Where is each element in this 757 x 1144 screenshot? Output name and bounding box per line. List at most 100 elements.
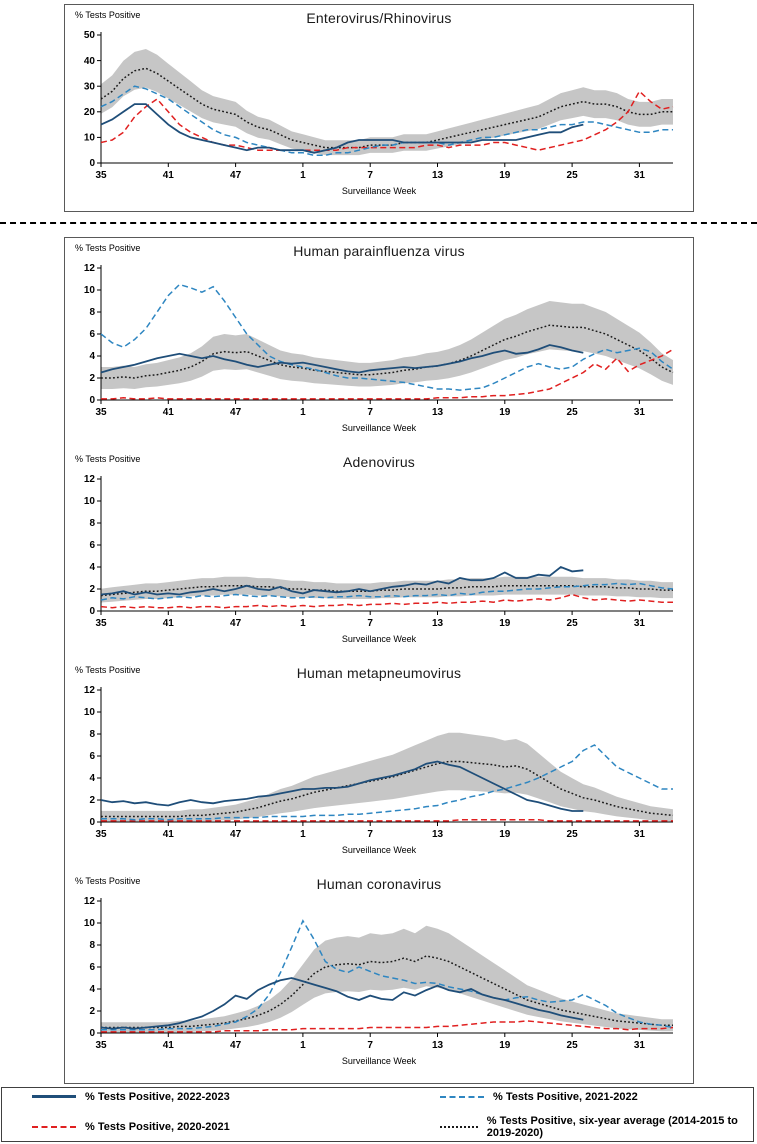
- legend-label: % Tests Positive, six-year average (2014…: [486, 1114, 738, 1139]
- svg-text:0: 0: [89, 1028, 95, 1039]
- x-axis-label: Surveillance Week: [341, 423, 417, 433]
- svg-text:35: 35: [95, 170, 107, 181]
- svg-text:20: 20: [84, 107, 96, 118]
- svg-text:6: 6: [89, 751, 95, 762]
- svg-text:35: 35: [95, 1040, 107, 1051]
- chart-enterovirus-rhinovirus: % Tests Positive Enterovirus/Rhinovirus …: [65, 5, 693, 209]
- svg-text:6: 6: [89, 540, 95, 551]
- svg-text:4: 4: [89, 562, 95, 573]
- chart-title: Human metapneumovirus: [296, 665, 462, 681]
- svg-text:7: 7: [367, 407, 373, 418]
- svg-text:31: 31: [634, 170, 646, 181]
- svg-text:19: 19: [499, 1040, 511, 1051]
- svg-text:10: 10: [84, 133, 96, 144]
- svg-text:31: 31: [634, 618, 646, 629]
- main-chart-panel: % Tests Positive Human parainfluenza vir…: [64, 237, 694, 1084]
- svg-text:2: 2: [89, 373, 95, 384]
- line-plot: 0 2 4 6 8 10 12 35 41 47 1 7 13 19 25 31: [84, 474, 674, 629]
- line-plot: 0 10 20 30 40 50 35 41 47 1 7 13 19 25 31: [84, 30, 674, 181]
- svg-text:19: 19: [499, 618, 511, 629]
- svg-text:31: 31: [634, 829, 646, 840]
- svg-text:35: 35: [95, 829, 107, 840]
- y-axis-label: % Tests Positive: [75, 876, 141, 886]
- svg-text:41: 41: [163, 1040, 175, 1051]
- svg-text:8: 8: [89, 518, 95, 529]
- svg-text:25: 25: [567, 170, 579, 181]
- svg-text:25: 25: [567, 1040, 579, 1051]
- chart-title: Human coronavirus: [316, 876, 442, 892]
- y-axis-label: % Tests Positive: [75, 665, 141, 675]
- svg-text:13: 13: [432, 407, 444, 418]
- svg-text:47: 47: [230, 1040, 242, 1051]
- svg-text:19: 19: [499, 170, 511, 181]
- svg-text:35: 35: [95, 407, 107, 418]
- y-axis-label: % Tests Positive: [75, 243, 141, 253]
- x-axis-label: Surveillance Week: [341, 845, 417, 855]
- chart-human-coronavirus: % Tests Positive Human coronavirus 0 2 4 6 8…: [65, 871, 693, 1082]
- chart-title: Enterovirus/Rhinovirus: [306, 10, 452, 26]
- svg-text:47: 47: [230, 170, 242, 181]
- svg-text:2: 2: [89, 584, 95, 595]
- svg-text:13: 13: [432, 829, 444, 840]
- svg-text:7: 7: [367, 170, 373, 181]
- svg-text:8: 8: [89, 307, 95, 318]
- svg-text:0: 0: [89, 395, 95, 406]
- y-axis-label: % Tests Positive: [75, 454, 141, 464]
- svg-text:41: 41: [163, 829, 175, 840]
- svg-text:13: 13: [432, 1040, 444, 1051]
- x-axis-label: Surveillance Week: [341, 634, 417, 644]
- y-axis-label: % Tests Positive: [75, 10, 141, 20]
- svg-text:47: 47: [230, 407, 242, 418]
- svg-text:0: 0: [89, 158, 95, 169]
- svg-text:0: 0: [89, 817, 95, 828]
- legend-label: % Tests Positive, 2020-2021: [85, 1120, 230, 1133]
- svg-text:4: 4: [89, 773, 95, 784]
- svg-text:31: 31: [634, 1040, 646, 1051]
- svg-text:1: 1: [300, 407, 306, 418]
- svg-text:47: 47: [230, 618, 242, 629]
- legend-item-2020-2021: % Tests Positive, 2020-2021: [32, 1115, 440, 1139]
- svg-text:2: 2: [89, 1006, 95, 1017]
- top-chart-panel: % Tests Positive Enterovirus/Rhinovirus …: [64, 4, 694, 212]
- legend-label: % Tests Positive, 2021-2022: [493, 1090, 638, 1103]
- svg-text:41: 41: [163, 618, 175, 629]
- svg-text:19: 19: [499, 829, 511, 840]
- svg-text:30: 30: [84, 81, 96, 92]
- svg-text:7: 7: [367, 618, 373, 629]
- svg-text:10: 10: [84, 285, 96, 296]
- svg-text:4: 4: [89, 351, 95, 362]
- svg-text:10: 10: [84, 496, 96, 507]
- svg-text:41: 41: [163, 407, 175, 418]
- svg-text:6: 6: [89, 329, 95, 340]
- chart-adenovirus: % Tests Positive Adenovirus 0 2 4 6 8 10 12 35 4…: [65, 449, 693, 660]
- svg-text:8: 8: [89, 729, 95, 740]
- svg-text:47: 47: [230, 829, 242, 840]
- svg-text:7: 7: [367, 1040, 373, 1051]
- chart-human-parainfluenza-virus: % Tests Positive Human parainfluenza vir…: [65, 238, 693, 449]
- svg-text:4: 4: [89, 984, 95, 995]
- legend-line-sample-dashed-red: [32, 1125, 76, 1128]
- legend-label: % Tests Positive, 2022-2023: [85, 1090, 230, 1103]
- svg-text:31: 31: [634, 407, 646, 418]
- svg-text:8: 8: [89, 940, 95, 951]
- chart-title: Human parainfluenza virus: [293, 243, 465, 259]
- svg-text:12: 12: [84, 474, 96, 485]
- svg-text:6: 6: [89, 962, 95, 973]
- legend-item-2021-2022: % Tests Positive, 2021-2022: [440, 1091, 753, 1103]
- dashed-divider: [0, 222, 757, 224]
- svg-text:25: 25: [567, 618, 579, 629]
- svg-text:10: 10: [84, 707, 96, 718]
- svg-text:12: 12: [84, 896, 96, 907]
- legend-item-2022-2023: % Tests Positive, 2022-2023: [32, 1091, 440, 1103]
- svg-text:41: 41: [163, 170, 175, 181]
- svg-text:13: 13: [432, 618, 444, 629]
- legend: % Tests Positive, 2022-2023 % Tests Posi…: [1, 1087, 754, 1142]
- legend-line-sample-dashed-blue: [440, 1095, 484, 1098]
- svg-text:10: 10: [84, 918, 96, 929]
- legend-line-sample-dotted-black: [440, 1125, 478, 1128]
- svg-text:19: 19: [499, 407, 511, 418]
- svg-text:0: 0: [89, 606, 95, 617]
- svg-text:25: 25: [567, 829, 579, 840]
- svg-text:12: 12: [84, 685, 96, 696]
- svg-text:13: 13: [432, 170, 444, 181]
